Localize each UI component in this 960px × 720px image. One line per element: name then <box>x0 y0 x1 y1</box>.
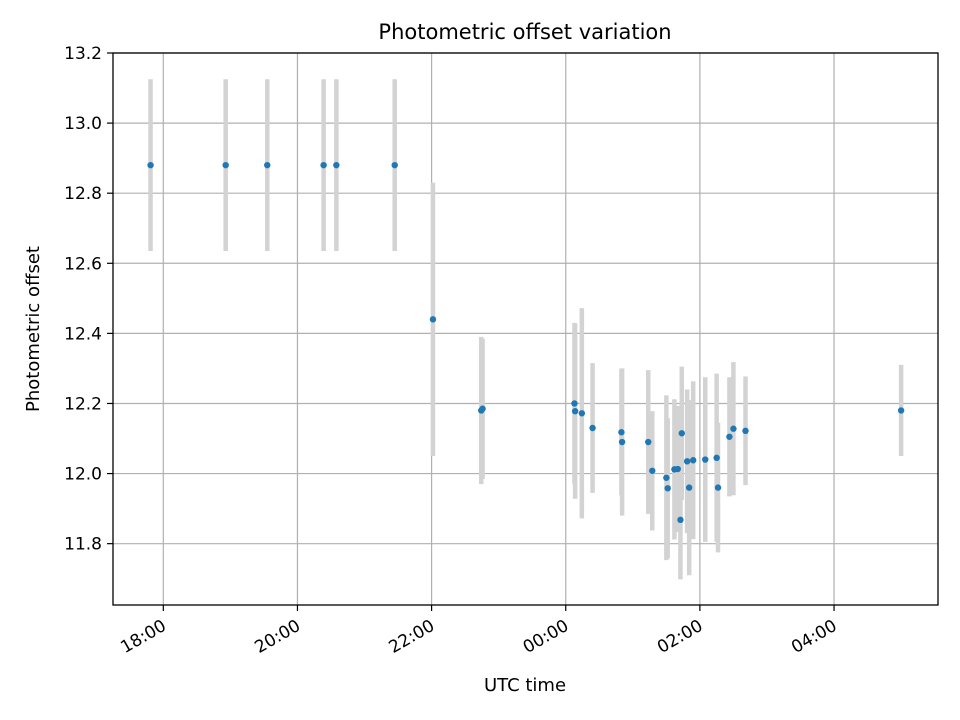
data-point <box>897 407 905 414</box>
y-axis-label: Photometric offset <box>23 246 44 412</box>
chart-title: Photometric offset variation <box>378 20 671 44</box>
x-axis-label: UTC time <box>484 675 566 696</box>
data-point <box>391 161 398 169</box>
data-point <box>678 430 685 437</box>
data-point <box>264 161 271 169</box>
y-tick-label: 13.0 <box>64 114 102 134</box>
plot-frame <box>112 52 939 606</box>
data-point <box>618 438 626 446</box>
data-point <box>726 433 733 440</box>
y-tick-label: 12.4 <box>64 324 102 344</box>
data-point <box>664 485 671 492</box>
data-point <box>618 429 625 436</box>
data-point <box>663 474 670 481</box>
data-point <box>649 467 656 474</box>
data-point <box>713 454 720 461</box>
data-point <box>429 316 437 323</box>
data-point <box>578 410 586 417</box>
data-points <box>147 161 905 524</box>
data-point <box>147 161 154 169</box>
data-point <box>685 484 693 491</box>
data-point <box>714 484 722 491</box>
data-point <box>742 427 749 435</box>
data-point <box>589 424 596 432</box>
data-point <box>333 161 340 169</box>
data-point <box>320 161 327 169</box>
y-tick-label: 12.0 <box>64 465 102 485</box>
data-point <box>571 400 578 407</box>
data-point <box>645 438 652 446</box>
data-point <box>689 457 697 464</box>
data-point <box>683 458 691 465</box>
data-point <box>677 516 684 524</box>
y-tick-label: 12.2 <box>64 394 102 414</box>
data-point <box>222 161 229 169</box>
data-point <box>702 456 709 463</box>
y-tick-label: 12.6 <box>64 254 102 274</box>
y-tick-label: 13.2 <box>64 44 102 64</box>
y-tick-label: 11.8 <box>64 535 102 555</box>
y-axis-ticks: 11.8 12.0 12.2 12.4 12.6 12.8 13.0 13.2 <box>64 44 113 555</box>
data-point <box>571 407 579 415</box>
data-point <box>730 425 737 432</box>
data-point <box>674 465 681 473</box>
y-tick-label: 12.8 <box>64 184 102 204</box>
data-point <box>479 405 486 412</box>
